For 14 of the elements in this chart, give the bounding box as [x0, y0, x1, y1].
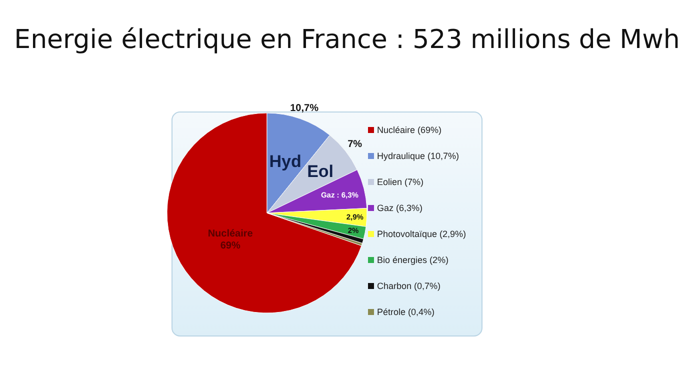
legend-label: Photovoltaïque (2,9%): [377, 229, 466, 239]
legend-label: Eolien (7%): [377, 177, 424, 187]
legend-label: Pétrole (0,4%): [377, 307, 435, 317]
legend-label: Bio énergies (2%): [377, 255, 449, 265]
text: Hyd: [269, 152, 302, 172]
legend-label: Gaz (6,3%): [377, 203, 423, 213]
data-label: 7%: [348, 138, 362, 150]
legend-label: Charbon (0,7%): [377, 281, 441, 291]
chart-title: Energie électrique en France : 523 millions de Mwh: [14, 25, 680, 55]
text: Eol: [307, 162, 334, 181]
legend-label: Hydraulique (10,7%): [377, 151, 460, 161]
legend-label: Nucléaire (69%): [377, 125, 442, 135]
data-label: 10,7%: [290, 102, 319, 114]
data-label: Nucléaire 69%: [208, 228, 254, 252]
